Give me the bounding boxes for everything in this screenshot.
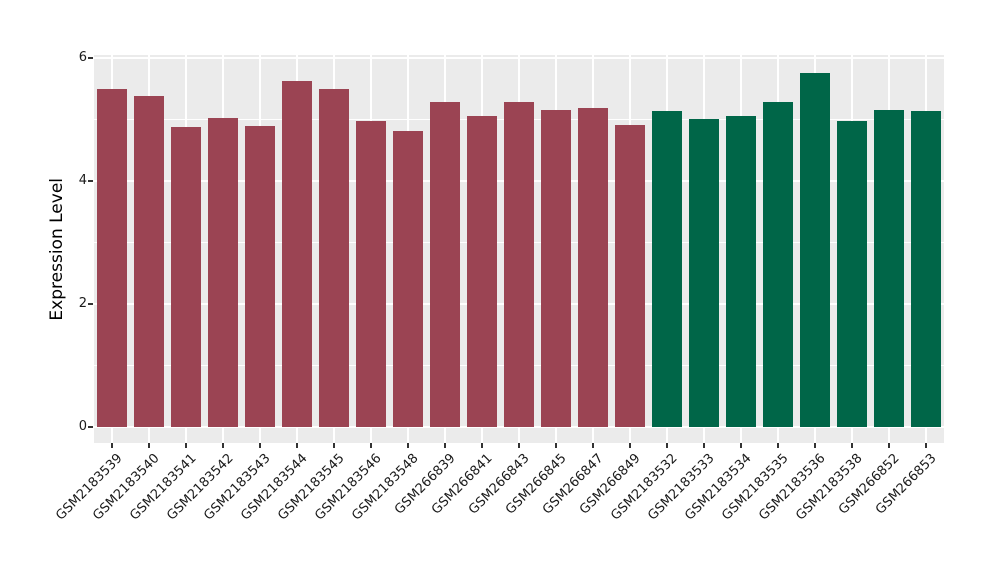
bar <box>467 116 498 427</box>
x-tick-mark <box>739 443 742 448</box>
x-tick-mark <box>222 443 225 448</box>
x-tick-mark <box>813 443 816 448</box>
y-tick-label: 0 <box>78 419 87 434</box>
bar <box>577 107 608 427</box>
x-tick-mark <box>776 443 779 448</box>
y-tick-mark <box>88 180 93 182</box>
x-tick-mark <box>333 443 336 448</box>
bar <box>356 121 387 427</box>
x-tick-mark <box>628 443 631 448</box>
bar <box>651 110 682 427</box>
bar <box>725 115 756 427</box>
bar <box>688 118 719 427</box>
bar <box>245 125 276 427</box>
x-tick-mark <box>518 443 520 448</box>
bar <box>614 125 645 427</box>
bar <box>97 89 128 427</box>
x-tick-mark <box>148 443 151 448</box>
bar <box>282 80 313 427</box>
bar <box>171 126 202 427</box>
x-tick-mark <box>554 443 557 448</box>
plot-panel <box>94 55 944 443</box>
x-tick-mark <box>702 443 705 448</box>
x-tick-mark <box>850 443 853 448</box>
y-axis-title: Expression Level <box>42 55 72 443</box>
bar <box>430 102 461 427</box>
y-tick-mark <box>88 303 93 305</box>
x-tick-mark <box>370 443 373 448</box>
x-tick-mark <box>887 443 890 448</box>
bar <box>910 110 941 427</box>
bar <box>836 120 867 427</box>
x-tick-mark <box>185 443 188 448</box>
x-tick-mark <box>296 443 299 448</box>
bar <box>393 130 424 427</box>
x-tick-mark <box>407 443 410 448</box>
bar <box>873 109 904 427</box>
bar <box>504 102 534 427</box>
bar <box>762 101 793 427</box>
x-tick-mark <box>444 443 447 448</box>
x-tick-mark <box>259 443 262 448</box>
x-tick-mark <box>591 443 594 448</box>
bar <box>540 110 571 427</box>
y-tick-mark <box>88 426 93 428</box>
x-tick-mark <box>111 443 114 448</box>
x-tick-mark <box>924 443 927 448</box>
bar <box>134 95 165 427</box>
bar <box>319 89 350 427</box>
y-tick-label: 2 <box>78 296 87 311</box>
x-tick-mark <box>481 443 484 448</box>
y-tick-label: 4 <box>78 173 87 188</box>
x-tick-mark <box>665 443 668 448</box>
y-tick-label: 6 <box>78 50 87 65</box>
bar <box>208 117 239 427</box>
bar <box>799 73 830 427</box>
y-tick-mark <box>88 57 93 59</box>
